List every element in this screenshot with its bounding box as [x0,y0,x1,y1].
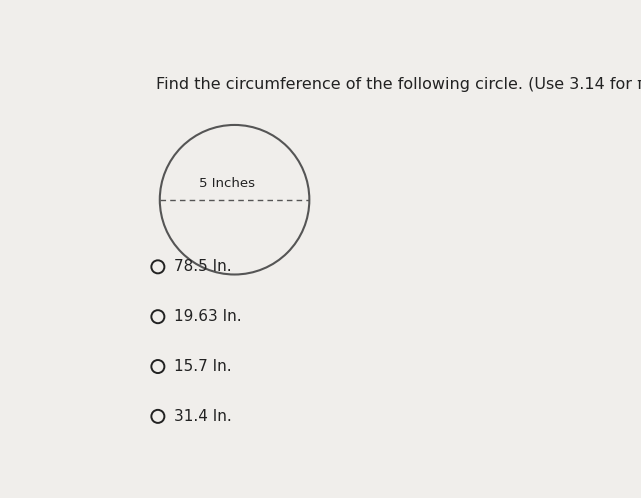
Text: 31.4 In.: 31.4 In. [174,409,232,424]
Text: 78.5 In.: 78.5 In. [174,259,231,274]
Text: Find the circumference of the following circle. (Use 3.14 for π.): Find the circumference of the following … [156,77,641,92]
Text: 19.63 In.: 19.63 In. [174,309,242,324]
Text: 15.7 In.: 15.7 In. [174,359,231,374]
Text: 5 Inches: 5 Inches [199,177,255,190]
